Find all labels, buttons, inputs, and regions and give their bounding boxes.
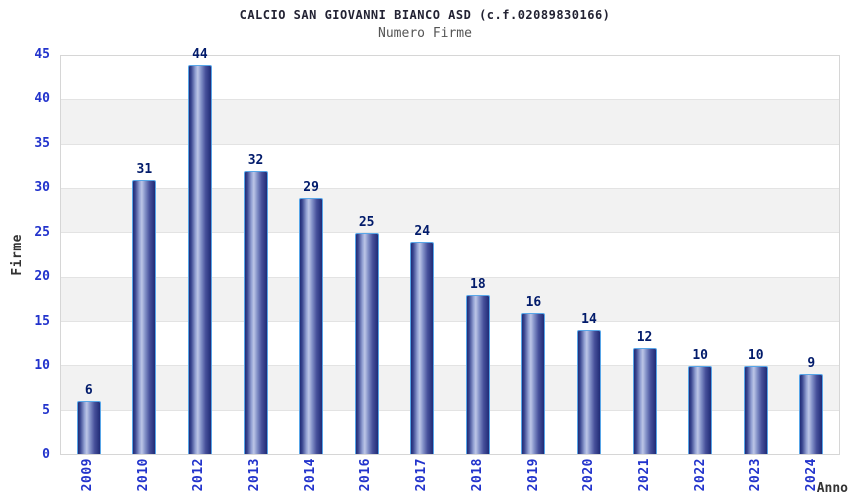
x-tick-slot: 2023 <box>729 458 785 500</box>
bar-value-label: 6 <box>84 382 93 398</box>
x-tick-label: 2018 <box>469 458 485 492</box>
bar-value-label: 12 <box>636 329 653 345</box>
bar <box>299 197 324 454</box>
x-tick-slot: 2016 <box>339 458 395 500</box>
x-tick-slot: 2022 <box>673 458 729 500</box>
x-tick-slot: 2014 <box>283 458 339 500</box>
bar-slot: 32 <box>228 56 284 454</box>
bar <box>799 374 824 454</box>
y-tick-label: 0 <box>42 447 50 462</box>
x-tick-label: 2019 <box>525 458 541 492</box>
plot-area: 6 31 44 32 29 25 24 18 16 14 12 10 10 9 <box>60 47 840 455</box>
bar-slot: 10 <box>728 56 784 454</box>
bar-slot: 24 <box>394 56 450 454</box>
bar-slot: 10 <box>672 56 728 454</box>
y-tick-label: 35 <box>34 135 50 151</box>
bar <box>521 312 546 454</box>
y-tick-label: 15 <box>34 313 50 329</box>
y-tick-label: 5 <box>42 402 50 418</box>
bar-value-label: 10 <box>747 347 764 363</box>
bar-slot: 44 <box>172 47 228 454</box>
x-tick-slot: 2020 <box>561 458 617 500</box>
grid-band <box>61 409 839 454</box>
x-tick-slot: 2010 <box>116 458 172 500</box>
bar <box>743 365 768 454</box>
bar <box>187 64 212 454</box>
bar-slot: 25 <box>339 56 395 454</box>
bar-value-label: 14 <box>581 312 597 328</box>
x-tick-label: 2012 <box>191 458 207 492</box>
y-tick-label: 45 <box>34 47 50 62</box>
x-axis: 2009 2010 2012 2013 2014 2016 2017 2018 2019 2020… <box>60 458 840 500</box>
bar <box>410 241 435 454</box>
x-tick-label: 2021 <box>637 458 653 492</box>
x-tick-slot: 2009 <box>60 458 116 500</box>
x-tick-label: 2013 <box>247 458 263 492</box>
grid-band <box>61 143 839 188</box>
y-tick-label: 20 <box>34 269 50 285</box>
y-tick-label: 30 <box>34 180 50 196</box>
bar <box>465 294 490 454</box>
bar-value-label: 32 <box>247 152 264 168</box>
bar-value-label: 18 <box>470 276 486 292</box>
x-tick-label: 2022 <box>692 458 708 492</box>
y-tick-label: 40 <box>34 91 50 107</box>
bar <box>243 170 268 454</box>
bar-slot: 12 <box>617 56 673 454</box>
bar <box>76 400 101 454</box>
bar-slot: 14 <box>561 56 617 454</box>
x-tick-slot: 2021 <box>617 458 673 500</box>
bar-value-label: 9 <box>807 356 816 372</box>
bar <box>132 179 157 454</box>
grid-band <box>61 320 839 365</box>
x-tick-label: 2014 <box>302 458 318 492</box>
y-tick-label: 10 <box>34 358 50 374</box>
chart-subtitle: Numero Firme <box>378 26 472 41</box>
x-axis-title: Anno <box>816 481 848 496</box>
x-tick-slot: 2019 <box>506 458 562 500</box>
x-tick-slot: 2017 <box>394 458 450 500</box>
bar <box>688 365 713 454</box>
bar-value-label: 44 <box>192 46 208 62</box>
y-axis: 0 5 10 15 20 25 30 35 40 45 <box>0 48 50 462</box>
x-tick-label: 2010 <box>135 458 151 492</box>
bar <box>632 347 657 454</box>
bar-value-label: 29 <box>303 179 319 195</box>
bar-value-label: 31 <box>136 161 153 177</box>
bar-value-label: 10 <box>692 347 708 363</box>
bar-value-label: 16 <box>525 294 542 310</box>
x-tick-label: 2009 <box>79 458 95 492</box>
bar-slot: 6 <box>61 56 117 454</box>
bar-slot: 16 <box>506 56 562 454</box>
x-tick-label: 2017 <box>414 458 430 492</box>
chart-title: CALCIO SAN GIOVANNI BIANCO ASD (c.f.0208… <box>239 8 611 22</box>
bar-value-label: 24 <box>414 223 431 239</box>
bar-value-label: 25 <box>358 214 375 230</box>
bar <box>354 232 379 454</box>
bar <box>576 330 601 454</box>
x-tick-slot: 2018 <box>450 458 506 500</box>
x-tick-slot: 2013 <box>227 458 283 500</box>
y-tick-label: 25 <box>34 224 50 240</box>
bar-slot: 9 <box>784 56 840 454</box>
bar-slot: 18 <box>450 56 506 454</box>
x-tick-label: 2020 <box>581 458 597 492</box>
grid-band <box>61 232 839 276</box>
bar-slot: 31 <box>117 56 173 454</box>
x-tick-label: 2023 <box>748 458 764 492</box>
bars-row: 6 31 44 32 29 25 24 18 16 14 12 10 10 9 <box>61 47 840 454</box>
bar-slot: 29 <box>283 56 339 454</box>
x-tick-slot: 2012 <box>171 458 227 500</box>
x-tick-label: 2016 <box>358 458 374 492</box>
